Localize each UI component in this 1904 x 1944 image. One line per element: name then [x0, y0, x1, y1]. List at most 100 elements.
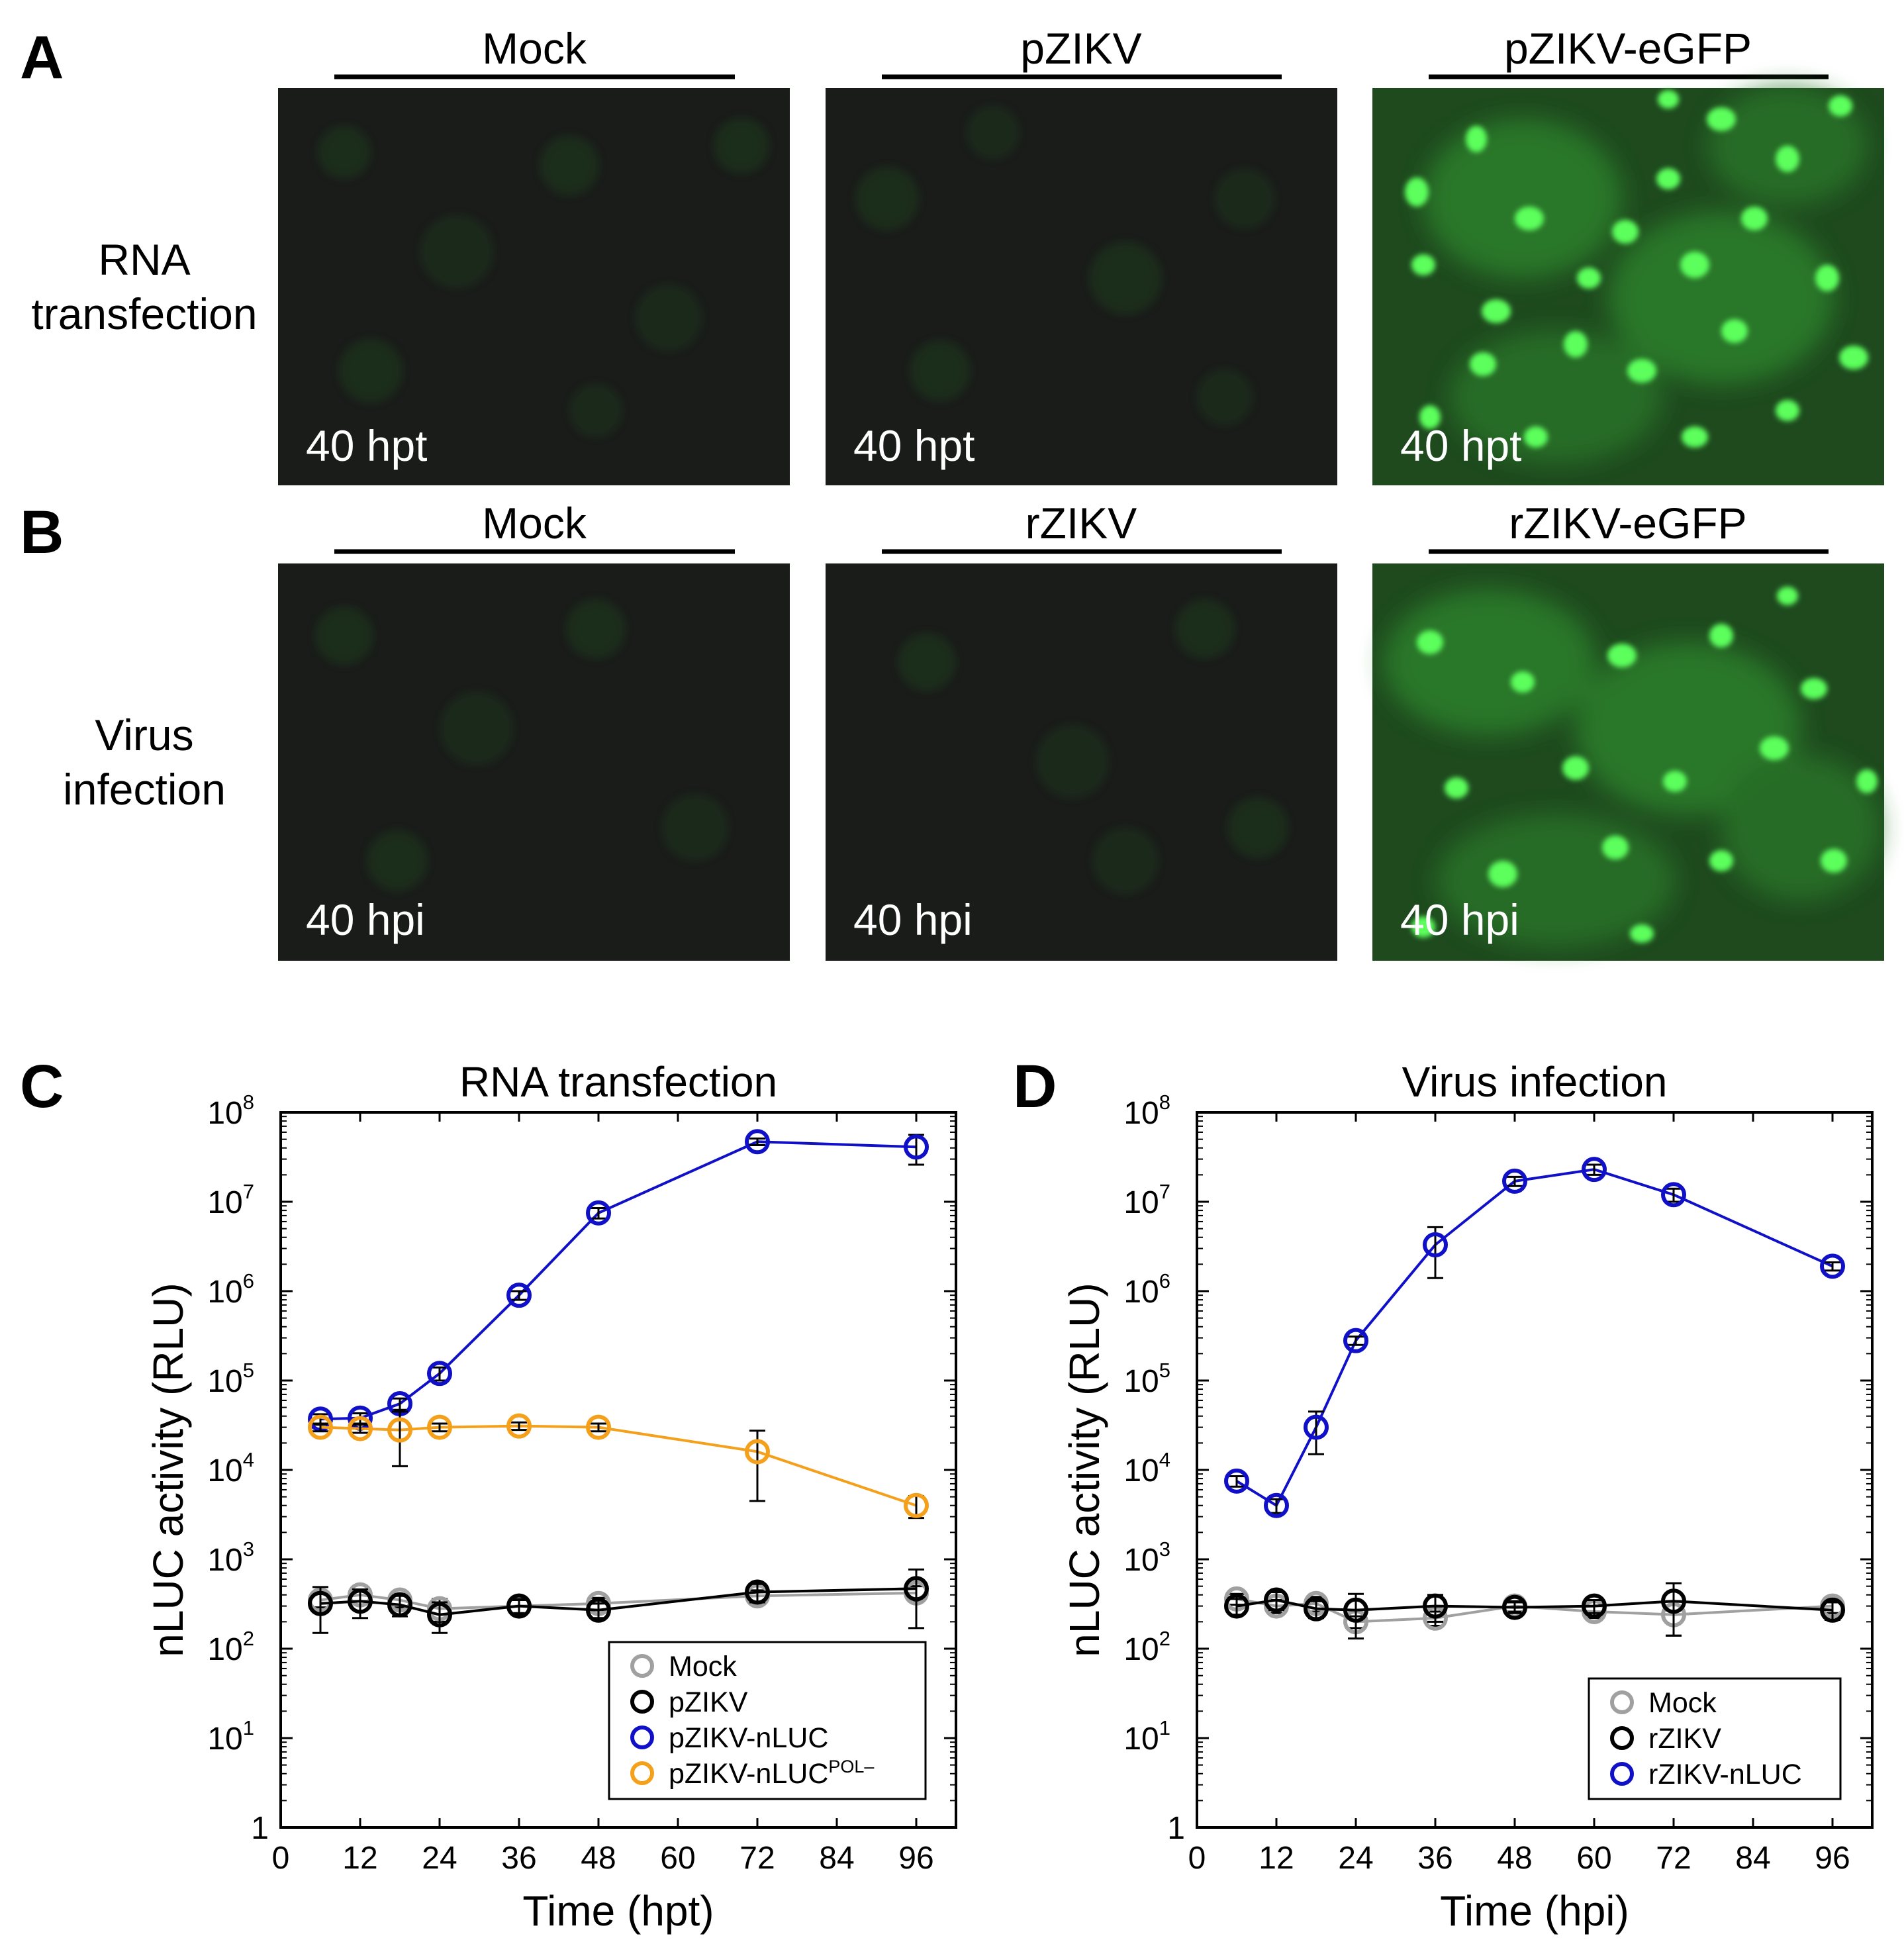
legend-item: pZIKV-nLUCPOL– [630, 1757, 874, 1790]
micrograph-time-label: 40 hpi [853, 895, 973, 944]
error-bar [392, 1397, 408, 1411]
micrograph-time-label: 40 hpi [1400, 895, 1519, 944]
legend-item: pZIKV [630, 1686, 748, 1718]
column-label: pZIKV-eGFP [1504, 24, 1752, 73]
micrograph-a-mock: 40 hpt [278, 88, 790, 485]
data-point [1423, 1232, 1448, 1258]
legend-marker [630, 1654, 654, 1678]
y-tick-label: 101 [1123, 1716, 1170, 1757]
data-point [506, 1283, 532, 1308]
legend-item: rZIKV [1610, 1723, 1721, 1755]
data-point [1423, 1593, 1448, 1619]
data-point [1661, 1588, 1686, 1614]
x-tick-label: 0 [1188, 1841, 1206, 1876]
legend-label: Mock [1648, 1687, 1717, 1719]
legend-marker [630, 1725, 654, 1749]
series-pzikv-nluc [308, 1129, 929, 1432]
data-point [904, 1576, 929, 1602]
legend-item: rZIKV-nLUC [1610, 1759, 1802, 1790]
data-point [586, 1200, 611, 1226]
error-bar [749, 1137, 765, 1146]
legend-marker [630, 1761, 654, 1785]
x-axis-ticks: 0 12 24 36 48 60 72 84 96 [272, 1112, 934, 1876]
data-point [1820, 1253, 1845, 1279]
panel-letter: D [1013, 1053, 1057, 1120]
series-group [1224, 1157, 1845, 1640]
panel-letter-b: B [20, 499, 64, 566]
micrograph-a-pzikv-egfp: 40 hpt [1372, 86, 1884, 485]
micrograph-background [826, 88, 1337, 485]
x-tick-label: 24 [422, 1841, 457, 1876]
panel-letter: C [20, 1053, 64, 1120]
column-label: rZIKV [1025, 499, 1137, 548]
data-point [308, 1414, 333, 1440]
column-header-a-mock: Mock [334, 24, 735, 79]
legend-label: rZIKV [1648, 1723, 1721, 1755]
column-header-a-pzikv: pZIKV [882, 24, 1282, 79]
error-bar [312, 1422, 328, 1433]
micrograph-b-mock: 40 hpi [278, 563, 790, 961]
x-tick-label: 60 [660, 1841, 695, 1876]
micrograph-time-label: 40 hpt [306, 421, 428, 470]
data-point [745, 1129, 770, 1155]
data-point [506, 1593, 532, 1619]
micrograph-b-rzikv-egfp: 40 hpi [1372, 563, 1884, 961]
data-point [904, 1134, 929, 1160]
row-label-b-line-2: infection [63, 765, 226, 814]
column-label: Mock [482, 24, 587, 73]
legend-item: Mock [630, 1651, 737, 1682]
y-axis-ticks: 1 101 102 103 104 105 106 107 108 [207, 1091, 956, 1846]
legend-marker [1610, 1726, 1634, 1750]
legend-marker [1610, 1762, 1634, 1786]
data-point [348, 1588, 373, 1614]
micrograph-time-label: 40 hpt [1400, 421, 1522, 470]
data-point [1264, 1587, 1289, 1613]
data-point [1582, 1157, 1607, 1183]
data-point [586, 1597, 611, 1623]
column-label: rZIKV-eGFP [1509, 499, 1746, 548]
series-mock [1224, 1586, 1845, 1637]
error-bar [1586, 1163, 1602, 1176]
y-tick-label: 106 [207, 1269, 254, 1310]
x-axis-title: Time (hpt) [522, 1887, 714, 1935]
series-line [1235, 1168, 1833, 1508]
y-tick-label: 107 [1123, 1180, 1170, 1220]
data-point [1343, 1597, 1368, 1623]
row-label-a-line-1: RNA [98, 235, 190, 284]
column-label: Mock [482, 499, 587, 548]
y-tick-label: 106 [1123, 1269, 1170, 1310]
legend-item: Mock [1610, 1687, 1717, 1719]
legend-label: pZIKV [669, 1686, 748, 1718]
data-point [427, 1602, 452, 1628]
row-label-a-line-2: transfection [31, 289, 257, 338]
x-tick-label: 12 [342, 1841, 377, 1876]
data-point [586, 1414, 611, 1440]
data-point [348, 1416, 373, 1441]
series-pzikv-nluc-pol-minus [308, 1410, 929, 1520]
data-point [1661, 1182, 1686, 1208]
micrograph-cells [1411, 587, 1878, 943]
column-label: pZIKV [1020, 24, 1141, 73]
data-point [745, 1579, 770, 1605]
column-header-b-rzikv: rZIKV [882, 499, 1282, 554]
error-bar [432, 1422, 448, 1433]
x-axis-title: Time (hpi) [1440, 1887, 1629, 1935]
micrograph-texture [898, 599, 1288, 894]
error-bar [1229, 1475, 1245, 1488]
legend: Mock rZIKV rZIKV-nLUC [1588, 1677, 1842, 1800]
y-tick-label: 108 [207, 1091, 254, 1131]
x-tick-label: 48 [1497, 1841, 1532, 1876]
data-point [427, 1414, 452, 1440]
error-bar [511, 1290, 527, 1301]
x-tick-label: 72 [739, 1841, 775, 1876]
y-tick-label: 107 [207, 1180, 254, 1220]
micrograph-a-pzikv: 40 hpt [826, 88, 1337, 485]
y-tick-label: 105 [207, 1359, 254, 1399]
y-axis-title: nLUC activity (RLU) [144, 1283, 192, 1657]
x-axis-ticks: 0 12 24 36 48 60 72 84 96 [1188, 1112, 1850, 1876]
data-point [904, 1492, 929, 1518]
error-bar [352, 1424, 368, 1434]
error-bar [1666, 1187, 1682, 1203]
data-point [1264, 1492, 1289, 1518]
